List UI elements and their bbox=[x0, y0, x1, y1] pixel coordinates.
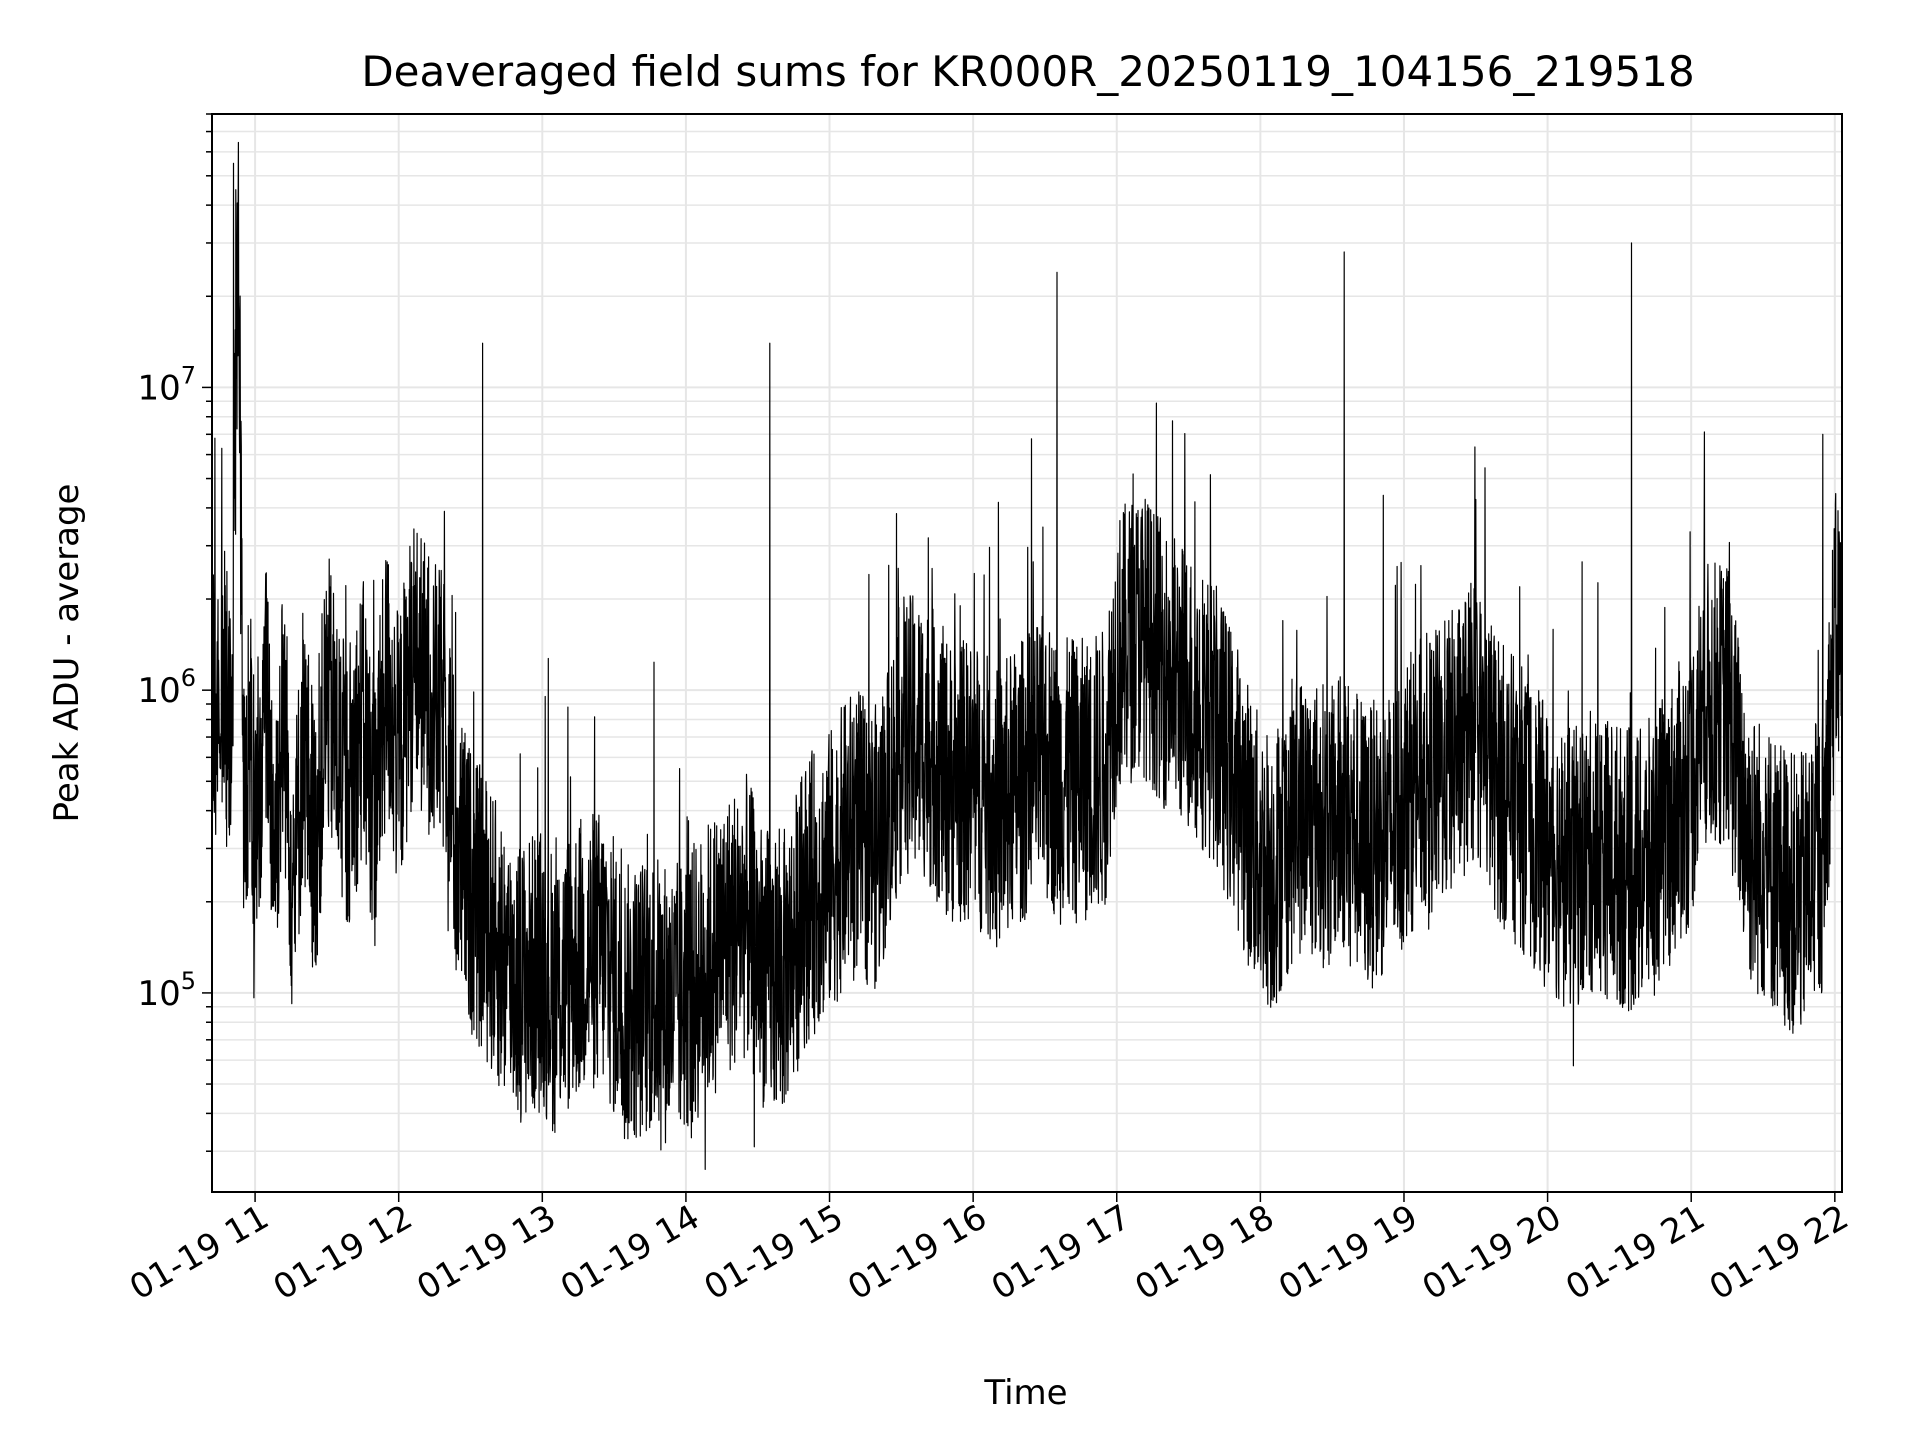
y-tick-label: 105 bbox=[137, 967, 196, 1014]
chart-title: Deaveraged field sums for KR000R_2025011… bbox=[361, 47, 1694, 96]
series-line bbox=[211, 141, 1843, 1170]
y-tick-label: 106 bbox=[137, 664, 196, 711]
y-tick-label: 107 bbox=[137, 361, 196, 408]
x-axis-label: Time bbox=[983, 1373, 1067, 1413]
series-group bbox=[211, 141, 1843, 1170]
plot-frame bbox=[211, 113, 1843, 1193]
y-axis-label: Peak ADU - average bbox=[47, 484, 87, 823]
